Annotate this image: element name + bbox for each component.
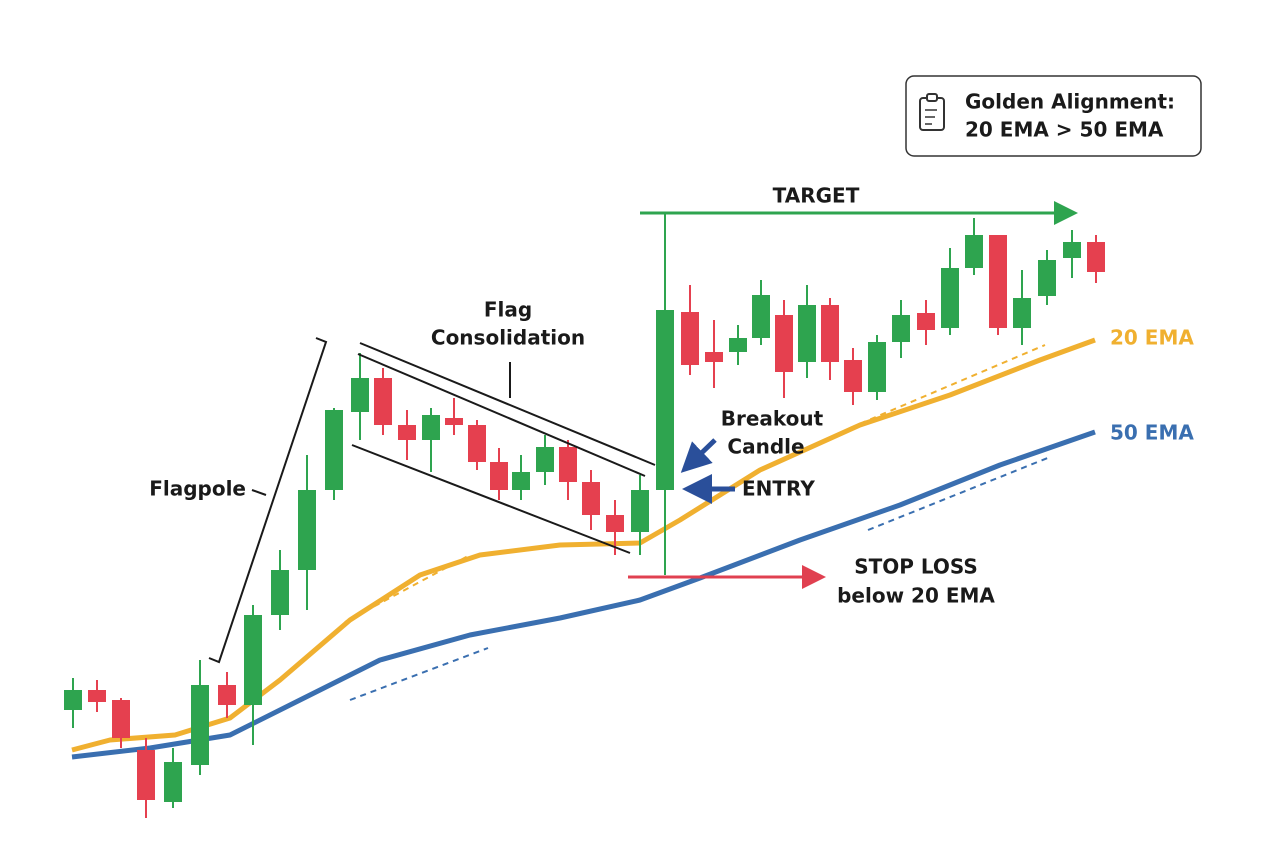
candle-body	[844, 360, 862, 392]
candle-body	[1087, 242, 1105, 272]
ema50-line	[71, 429, 1096, 760]
target-label: TARGET	[773, 184, 860, 208]
ema50-label: 50 EMA	[1110, 421, 1194, 445]
candle-body	[798, 305, 816, 362]
candle-body	[218, 685, 236, 705]
candle-body	[271, 570, 289, 615]
ema50-dash	[867, 456, 1051, 531]
candle-body	[989, 235, 1007, 328]
ema20-dash	[849, 344, 1046, 429]
candle-body	[137, 750, 155, 800]
breakout-label: Breakout	[721, 407, 824, 431]
flag-channel-bottom	[351, 444, 631, 554]
candle-body	[821, 305, 839, 362]
candle-body	[374, 378, 392, 425]
flag-label: Flag	[484, 298, 532, 322]
candle-body	[422, 415, 440, 440]
candle-body	[752, 295, 770, 338]
breakout-arrow	[680, 438, 717, 473]
candle-body	[559, 447, 577, 482]
flag-channel-top	[359, 342, 656, 466]
candle-body	[631, 490, 649, 532]
consolidation-label: Consolidation	[431, 326, 585, 350]
candle-body	[729, 338, 747, 352]
candle-body	[351, 378, 369, 412]
flagpole-label: Flagpole	[149, 477, 246, 501]
candle-body	[64, 690, 82, 710]
candle-body	[88, 690, 106, 702]
stop-loss-detail: below 20 EMA	[837, 584, 995, 608]
candle-label: Candle	[727, 435, 804, 459]
candle-body	[244, 615, 262, 705]
flag-channel-top	[357, 353, 646, 477]
ema50-dash	[349, 647, 489, 701]
ema20-dash	[344, 554, 471, 623]
candle-body	[941, 268, 959, 328]
candle-body	[681, 312, 699, 365]
candle-body	[1013, 298, 1031, 328]
legend-box: Golden Alignment: 20 EMA > 50 EMA	[905, 75, 1202, 157]
annotations	[208, 337, 656, 664]
candle-body	[705, 352, 723, 362]
candle-body	[298, 490, 316, 570]
candle-body	[468, 425, 486, 462]
clipboard-lines	[925, 109, 937, 125]
candle-body	[606, 515, 624, 532]
candle-body	[1063, 242, 1081, 258]
stop-loss-label: STOP LOSS	[854, 555, 978, 579]
candle-body	[868, 342, 886, 392]
candle-body	[917, 313, 935, 330]
candle-body	[490, 462, 508, 490]
flagpole-bracket	[208, 337, 328, 664]
candle-body	[536, 447, 554, 472]
legend-subtitle: 20 EMA > 50 EMA	[965, 118, 1164, 142]
ema20-label: 20 EMA	[1110, 326, 1194, 350]
legend-frame	[905, 75, 1202, 157]
candle-body	[112, 700, 130, 738]
candle-body	[965, 235, 983, 268]
clipboard-clip	[926, 93, 938, 102]
candle-body	[892, 315, 910, 342]
candle-body	[398, 425, 416, 440]
entry-label: ENTRY	[742, 477, 815, 501]
candle-body	[325, 410, 343, 490]
candle-body	[512, 472, 530, 490]
candle-body	[164, 762, 182, 802]
candle-body	[445, 418, 463, 425]
flagpole-leader	[251, 489, 267, 496]
candle-body	[191, 685, 209, 765]
candle-body	[582, 482, 600, 515]
candles	[64, 218, 1105, 818]
candle-body	[1038, 260, 1056, 296]
candle-body	[775, 315, 793, 372]
legend-title: Golden Alignment:	[965, 90, 1175, 114]
